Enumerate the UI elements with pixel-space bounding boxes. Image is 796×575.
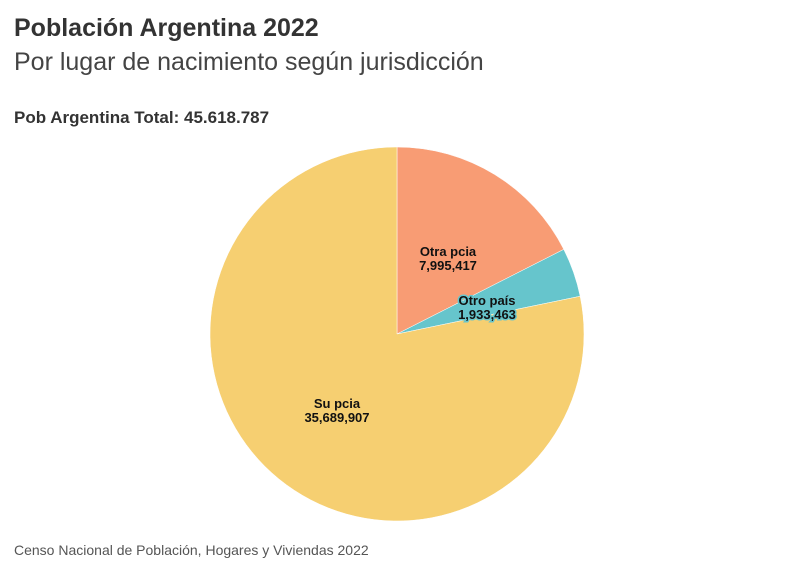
slice-value-label: 7,995,417 bbox=[419, 258, 477, 273]
source-note: Censo Nacional de Población, Hogares y V… bbox=[14, 542, 369, 558]
total-label: Pob Argentina Total: 45.618.787 bbox=[14, 108, 270, 127]
slice-name-label: Otro país bbox=[458, 293, 515, 308]
pie-slice-2[interactable] bbox=[209, 146, 585, 522]
slice-name-label: Otra pcia bbox=[420, 244, 477, 259]
chart-subtitle: Por lugar de nacimiento según jurisdicci… bbox=[14, 48, 484, 76]
slice-value-label: 1,933,463 bbox=[458, 307, 516, 322]
slice-value-label: 35,689,907 bbox=[304, 410, 369, 425]
chart-title: Población Argentina 2022 bbox=[14, 14, 319, 42]
pie-slice-0[interactable] bbox=[396, 146, 565, 335]
slice-name-label: Su pcia bbox=[314, 396, 361, 411]
